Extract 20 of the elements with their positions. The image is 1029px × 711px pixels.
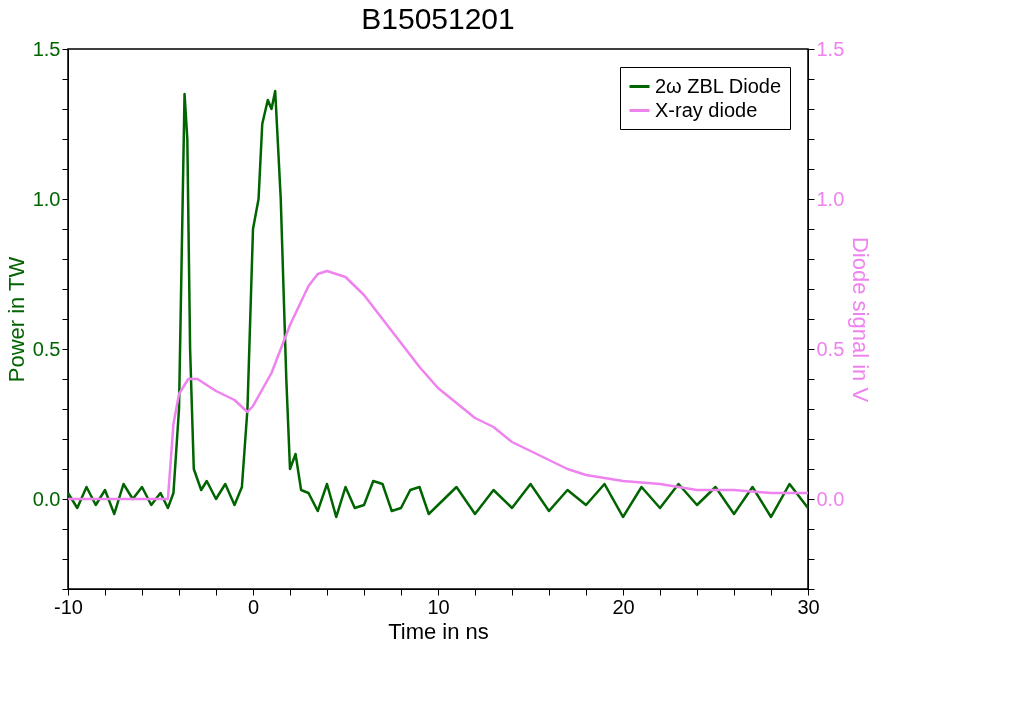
x-tick-label: -10 [54, 595, 83, 618]
y2-tick-label: 1.5 [816, 37, 845, 60]
x-tick-label: 30 [797, 595, 820, 618]
chart-title: B15051201 [361, 2, 515, 35]
x-tick-label: 10 [427, 595, 450, 618]
y-tick-label: 1.5 [32, 37, 61, 60]
y-tick-label: 0.0 [32, 487, 61, 510]
y-tick-label: 1.0 [32, 187, 61, 210]
y2-tick-label: 1.0 [816, 187, 845, 210]
legend-label: X-ray diode [655, 98, 758, 121]
y2-axis-title: Diode signal in V [848, 236, 874, 403]
x-axis-title: Time in ns [388, 618, 489, 644]
x-tick-label: 0 [247, 595, 260, 618]
y-tick-label: 0.5 [32, 337, 61, 360]
y-axis-title: Power in TW [3, 256, 29, 383]
y2-tick-label: 0.5 [816, 337, 845, 360]
x-tick-label: 20 [612, 595, 635, 618]
y2-tick-label: 0.0 [816, 487, 845, 510]
line-series [66, 269, 810, 501]
legend-label: 2ω ZBL Diode [655, 74, 782, 97]
